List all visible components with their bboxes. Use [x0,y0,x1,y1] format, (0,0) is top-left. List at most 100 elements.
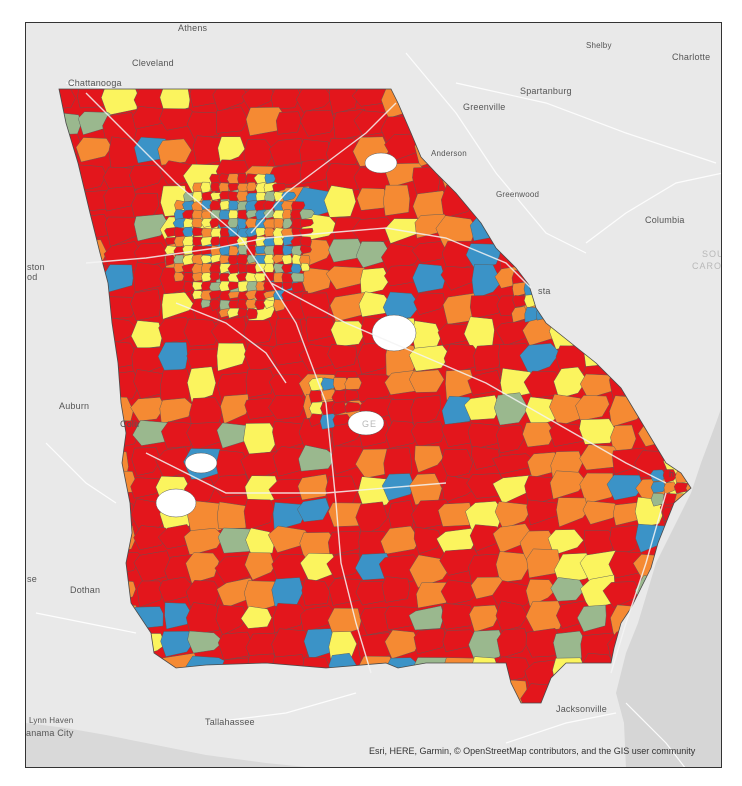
county-polygon[interactable] [662,469,677,484]
county-polygon[interactable] [217,631,252,661]
county-polygon[interactable] [134,242,168,268]
county-polygon[interactable] [246,182,257,192]
county-polygon[interactable] [582,500,621,525]
county-polygon[interactable] [255,227,268,238]
county-polygon[interactable] [441,603,476,630]
county-polygon[interactable] [264,227,276,238]
county-polygon[interactable] [445,369,475,401]
county-polygon[interactable] [191,217,204,229]
county-polygon[interactable] [437,502,473,527]
county-polygon[interactable] [305,316,337,342]
county-polygon[interactable] [519,343,561,375]
county-polygon[interactable] [496,424,526,454]
county-polygon[interactable] [300,552,339,584]
county-polygon[interactable] [185,552,220,584]
county-polygon[interactable] [187,366,217,403]
county-polygon[interactable] [385,420,420,449]
county-polygon[interactable] [227,218,239,229]
county-polygon[interactable] [411,241,448,264]
county-polygon[interactable] [344,389,359,403]
county-polygon[interactable] [577,604,607,632]
county-polygon[interactable] [650,481,666,494]
county-polygon[interactable] [326,552,361,580]
county-polygon[interactable] [299,227,314,236]
county-polygon[interactable] [200,299,211,309]
county-polygon[interactable] [240,606,272,629]
county-polygon[interactable] [290,272,305,283]
county-polygon[interactable] [556,497,589,528]
county-polygon[interactable] [465,501,504,533]
county-polygon[interactable] [200,181,211,194]
county-polygon[interactable] [210,236,221,247]
county-polygon[interactable] [579,418,617,445]
county-polygon[interactable] [183,527,225,556]
county-polygon[interactable] [201,272,213,283]
county-polygon[interactable] [185,602,224,636]
county-polygon[interactable] [173,271,185,282]
county-polygon[interactable] [579,472,615,504]
county-polygon[interactable] [270,82,301,110]
county-polygon[interactable] [408,605,445,631]
county-polygon[interactable] [547,529,584,556]
county-polygon[interactable] [275,111,302,135]
county-polygon[interactable] [413,292,446,316]
county-polygon[interactable] [344,401,362,413]
county-polygon[interactable] [610,424,637,457]
county-polygon[interactable] [246,308,258,320]
county-polygon[interactable] [209,217,220,229]
county-polygon[interactable] [553,366,587,399]
county-polygon[interactable] [496,628,529,659]
county-polygon[interactable] [133,525,172,551]
county-polygon[interactable] [136,580,165,608]
county-polygon[interactable] [228,200,240,212]
county-polygon[interactable] [383,447,413,481]
county-polygon[interactable] [575,395,610,422]
county-polygon[interactable] [281,254,293,266]
county-polygon[interactable] [217,136,246,165]
county-polygon[interactable] [410,421,446,448]
county-polygon[interactable] [187,630,224,654]
county-polygon[interactable] [183,280,195,294]
county-polygon[interactable] [441,395,472,425]
county-polygon[interactable] [254,299,266,311]
county-polygon[interactable] [442,475,474,503]
county-polygon[interactable] [308,377,326,392]
county-polygon[interactable] [281,281,294,291]
county-polygon[interactable] [295,86,333,113]
county-polygon[interactable] [550,577,586,602]
county-polygon[interactable] [130,288,162,322]
county-polygon[interactable] [327,607,362,638]
county-polygon[interactable] [441,240,478,272]
county-polygon[interactable] [384,629,420,659]
county-polygon[interactable] [299,236,312,249]
county-polygon[interactable] [244,552,276,581]
county-polygon[interactable] [549,470,587,500]
county-polygon[interactable] [236,254,249,266]
county-polygon[interactable] [282,218,293,231]
county-polygon[interactable] [413,526,442,555]
county-polygon[interactable] [245,209,258,219]
county-polygon[interactable] [332,413,351,427]
county-polygon[interactable] [246,235,258,248]
county-polygon[interactable] [215,604,248,636]
county-polygon[interactable] [355,501,388,537]
county-polygon[interactable] [192,272,204,282]
county-polygon[interactable] [263,253,275,267]
county-polygon[interactable] [525,628,565,658]
county-polygon[interactable] [471,264,502,300]
county-polygon[interactable] [299,245,312,255]
county-polygon[interactable] [268,374,306,401]
county-polygon[interactable] [245,368,276,399]
county-polygon[interactable] [410,394,441,428]
county-polygon[interactable] [164,602,192,630]
county-polygon[interactable] [413,628,446,655]
county-polygon[interactable] [297,497,330,523]
county-polygon[interactable] [440,579,481,606]
county-polygon[interactable] [241,88,276,111]
county-polygon[interactable] [525,600,565,633]
county-polygon[interactable] [414,445,444,473]
county-polygon[interactable] [327,530,363,557]
county-polygon[interactable] [495,551,530,583]
county-polygon[interactable] [160,368,192,406]
county-polygon[interactable] [129,165,164,190]
